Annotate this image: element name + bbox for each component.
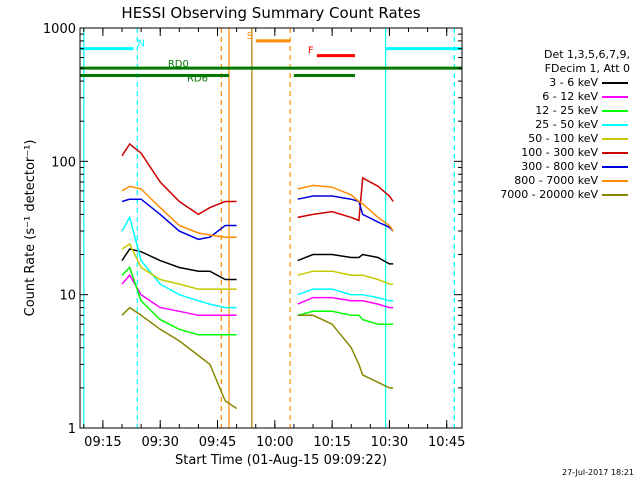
legend-label-2: 12 - 25 keV: [535, 104, 598, 117]
x-tick-label-2: 09:45: [199, 435, 236, 450]
flag-label-f: F: [308, 46, 314, 57]
series-line-4-1: [297, 270, 394, 285]
x-tick-label-4: 10:15: [313, 435, 350, 450]
x-tick-label-5: 10:30: [371, 435, 408, 450]
series-line-1-1: [297, 296, 394, 309]
legend-entry-7: 800 - 7000 keV: [482, 174, 634, 188]
y-axis-label: Count Rate (s⁻¹ detector⁻¹): [23, 140, 38, 317]
legend-label-0: 3 - 6 keV: [549, 76, 598, 89]
series-line-6-0: [121, 198, 237, 241]
legend-swatch-8: [602, 194, 628, 196]
legend-swatch-1: [602, 96, 628, 98]
series-line-2-0: [121, 266, 237, 336]
legend-label-4: 50 - 100 keV: [528, 132, 598, 145]
legend-swatch-7: [602, 180, 628, 182]
x-axis-label: Start Time (01-Aug-15 09:09:22): [175, 453, 387, 468]
legend-entry-4: 50 - 100 keV: [482, 132, 634, 146]
series-line-5-0: [121, 142, 237, 216]
legend-label-8: 7000 - 20000 keV: [500, 188, 598, 201]
legend-entry-6: 300 - 800 keV: [482, 160, 634, 174]
legend-entry-1: 6 - 12 keV: [482, 90, 634, 104]
x-tick-label-3: 10:00: [256, 435, 293, 450]
series-line-3-0: [121, 215, 237, 309]
series-line-0-0: [121, 248, 237, 281]
legend-swatch-0: [602, 82, 628, 84]
chart-title: HESSI Observing Summary Count Rates: [121, 4, 420, 22]
series-line-8-0: [121, 306, 238, 410]
x-tick-label-6: 10:45: [428, 435, 465, 450]
flag-label-n: N: [137, 39, 144, 50]
legend-label-7: 800 - 7000 keV: [514, 174, 598, 187]
legend-label-6: 300 - 800 keV: [521, 160, 598, 173]
plot-frame: [79, 27, 463, 429]
legend: Det 1,3,5,6,7,9, FDecim 1, Att 0 3 - 6 k…: [482, 48, 634, 202]
legend-entry-8: 7000 - 20000 keV: [482, 188, 634, 202]
series-line-8-1: [297, 314, 394, 389]
flag-label-rd6: RD6: [187, 74, 208, 85]
legend-label-5: 100 - 300 keV: [521, 146, 598, 159]
legend-swatch-3: [602, 124, 628, 126]
x-tick-label-0: 09:15: [84, 435, 121, 450]
y-tick-label-2: 100: [51, 155, 76, 170]
series-line-7-0: [121, 185, 237, 238]
legend-header-line-2: FDecim 1, Att 0: [544, 62, 630, 75]
legend-label-1: 6 - 12 keV: [542, 90, 598, 103]
legend-swatch-2: [602, 110, 628, 112]
x-tick-label-1: 09:30: [141, 435, 178, 450]
series-line-1-0: [121, 273, 237, 317]
legend-entry-3: 25 - 50 keV: [482, 118, 634, 132]
series-line-3-1: [297, 288, 394, 302]
legend-label-3: 25 - 50 keV: [535, 118, 598, 131]
series-line-4-0: [121, 242, 237, 290]
flag-label-s: S: [247, 31, 253, 42]
timestamp: 27-Jul-2017 18:21: [561, 468, 634, 477]
legend-rows: 3 - 6 keV 6 - 12 keV 12 - 25 keV 25 - 50 ke…: [482, 76, 634, 202]
legend-swatch-4: [602, 138, 628, 140]
legend-swatch-6: [602, 166, 628, 168]
series-line-2-1: [297, 310, 394, 325]
legend-header-line-1: Det 1,3,5,6,7,9,: [543, 48, 630, 61]
series-line-7-1: [297, 184, 394, 232]
legend-entry-2: 12 - 25 keV: [482, 104, 634, 118]
series-line-5-1: [297, 176, 394, 222]
y-tick-label-0: 1: [68, 422, 76, 437]
y-tick-label-1: 10: [59, 289, 76, 304]
y-tick-label-3: 1000: [43, 22, 76, 37]
series-line-6-1: [297, 195, 394, 232]
legend-entry-0: 3 - 6 keV: [482, 76, 634, 90]
series-line-0-1: [297, 253, 394, 265]
legend-entry-5: 100 - 300 keV: [482, 146, 634, 160]
flag-label-rd0: RD0: [168, 59, 189, 70]
legend-swatch-5: [602, 152, 628, 154]
